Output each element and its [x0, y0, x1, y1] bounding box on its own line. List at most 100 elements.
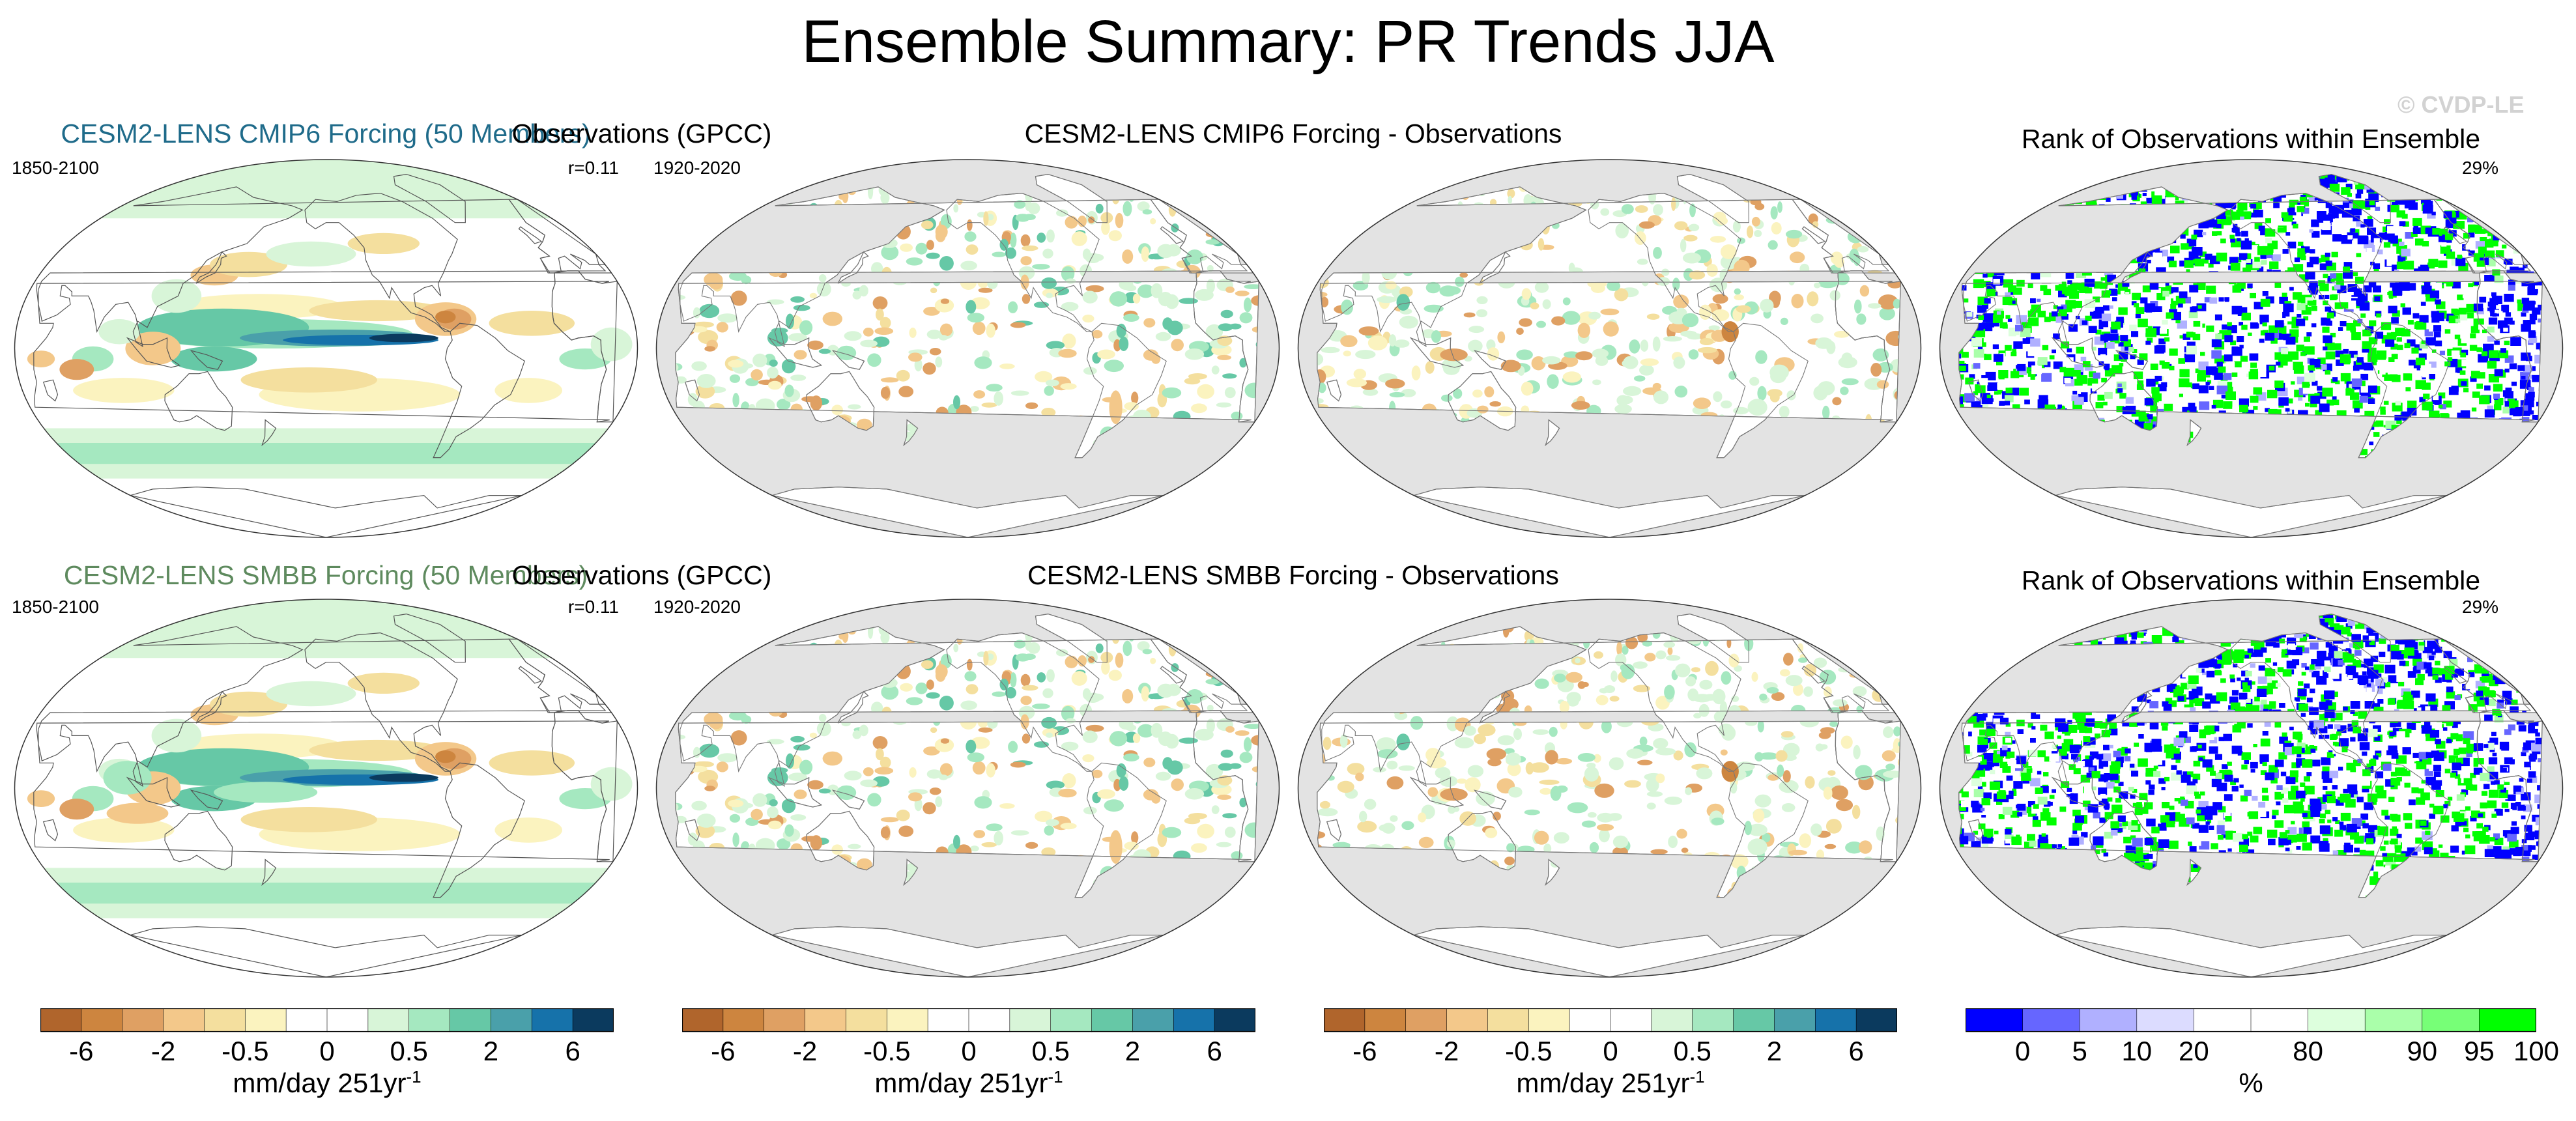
colorbar-tick: 0.5: [390, 1036, 428, 1066]
panel-title-r2c1: CESM2-LENS SMBB Forcing (50 Members): [63, 560, 588, 590]
colorbar-tick: 0: [319, 1036, 335, 1066]
panel-title-r1c1: CESM2-LENS CMIP6 Forcing (50 Members): [61, 119, 591, 149]
colorbar-tick: 2: [1766, 1036, 1782, 1066]
colorbar-swatch: [2422, 1008, 2480, 1032]
colorbar-swatch: [1569, 1008, 1611, 1032]
colorbar-tick: 0: [2014, 1036, 2031, 1066]
colorbar-tick: 6: [1848, 1036, 1864, 1066]
colorbar-swatch: [1214, 1008, 1255, 1032]
pct-label-r2c4: 29%: [2461, 597, 2498, 617]
colorbar-swatch: [367, 1008, 410, 1032]
colorbar-swatch: [1050, 1008, 1093, 1032]
colorbar-swatch: [491, 1008, 533, 1032]
colorbar-tick: -6: [1352, 1036, 1377, 1066]
colorbar-tick: -2: [150, 1036, 176, 1066]
figure-title: Ensemble Summary: PR Trends JJA: [801, 8, 1775, 75]
colorbar-rank: [1966, 1008, 2536, 1032]
colorbar-tick: 0.5: [1031, 1036, 1070, 1066]
colorbar-trend-2: [682, 1008, 1255, 1032]
colorbar-swatch: [1855, 1008, 1897, 1032]
colorbar-swatch: [846, 1008, 888, 1032]
colorbar-tick: 95: [2464, 1036, 2495, 1066]
map-obs-gpcc-r1: [655, 159, 1280, 538]
colorbar-tick: 2: [483, 1036, 499, 1066]
colorbar-swatch: [81, 1008, 123, 1032]
colorbar-tick: -2: [1434, 1036, 1459, 1066]
colorbar-swatch: [2022, 1008, 2080, 1032]
colorbar-swatch: [682, 1008, 724, 1032]
colorbar-tick: -0.5: [1505, 1036, 1553, 1066]
colorbar-label-2: mm/day 251yr-1: [874, 1067, 1063, 1098]
colorbar-swatch: [1528, 1008, 1570, 1032]
colorbar-swatch: [122, 1008, 164, 1032]
colorbar-swatch: [2479, 1008, 2536, 1032]
corr-label-r1c1: r=0.11: [567, 158, 619, 178]
colorbar-tick: 0: [1603, 1036, 1618, 1066]
colorbar-trend-3: [1324, 1008, 1897, 1032]
colorbar-tick: 0.5: [1673, 1036, 1711, 1066]
period-label-r1c1: 1850-2100: [12, 158, 99, 178]
colorbar-swatch: [2136, 1008, 2195, 1032]
colorbar-tick: 10: [2121, 1036, 2153, 1066]
colorbar-swatch: [163, 1008, 205, 1032]
colorbar-swatch: [1009, 1008, 1052, 1032]
map-cmip6-trend: [14, 159, 638, 538]
colorbar-swatch: [1405, 1008, 1448, 1032]
panel-title-r1c2: Observations (GPCC): [511, 119, 772, 149]
colorbar-swatch: [1132, 1008, 1175, 1032]
map-obs-gpcc-r2: [655, 599, 1280, 978]
colorbar-swatch: [326, 1008, 369, 1032]
corr-label-r2c1: r=0.11: [567, 597, 619, 617]
colorbar-swatch: [531, 1008, 573, 1032]
map-cmip6-minus-obs: [1297, 159, 1922, 538]
colorbar-swatch: [450, 1008, 492, 1032]
colorbar-swatch: [572, 1008, 614, 1032]
colorbar-swatch: [1446, 1008, 1489, 1032]
colorbar-swatch: [1324, 1008, 1366, 1032]
pct-label-r1c4: 29%: [2461, 158, 2498, 178]
colorbar-tick: 6: [1207, 1036, 1222, 1066]
period-label-r1c2: 1920-2020: [653, 158, 741, 178]
colorbar-swatch: [1774, 1008, 1816, 1032]
panel-title-r1c4: Rank of Observations within Ensemble: [2021, 124, 2481, 154]
colorbar-swatch: [285, 1008, 328, 1032]
colorbar-swatch: [2308, 1008, 2366, 1032]
colorbar-tick: 20: [2179, 1036, 2209, 1066]
map-rank-r2: [1939, 599, 2564, 978]
colorbar-swatch: [1173, 1008, 1215, 1032]
colorbar-tick: -0.5: [863, 1036, 911, 1066]
panel-title-r1c3: CESM2-LENS CMIP6 Forcing - Observations: [1024, 119, 1562, 149]
colorbar-tick: 90: [2407, 1036, 2438, 1066]
colorbar-tick: -6: [69, 1036, 94, 1066]
colorbar-label-1: mm/day 251yr-1: [233, 1067, 422, 1098]
colorbar-swatch: [805, 1008, 847, 1032]
colorbar-swatch: [723, 1008, 765, 1032]
colorbar-swatch: [2250, 1008, 2309, 1032]
colorbar-swatch: [40, 1008, 82, 1032]
colorbar-tick: -0.5: [222, 1036, 269, 1066]
colorbar-swatch: [927, 1008, 969, 1032]
colorbar-tick: 2: [1124, 1036, 1141, 1066]
colorbar-swatch: [1692, 1008, 1734, 1032]
colorbar-swatch: [968, 1008, 1010, 1032]
colorbar-swatch: [1364, 1008, 1407, 1032]
panel-title-r2c2: Observations (GPCC): [511, 560, 772, 590]
colorbar-swatch: [2079, 1008, 2138, 1032]
panel-title-r2c3: CESM2-LENS SMBB Forcing - Observations: [1027, 560, 1559, 590]
colorbar-swatch: [764, 1008, 806, 1032]
period-label-r2c2: 1920-2020: [653, 597, 741, 617]
colorbar-tick: 5: [2072, 1036, 2087, 1066]
colorbar-swatch: [1610, 1008, 1652, 1032]
colorbar-swatch: [204, 1008, 246, 1032]
colorbar-tick: -2: [792, 1036, 818, 1066]
colorbar-label-3: mm/day 251yr-1: [1516, 1067, 1705, 1098]
map-smbb-trend: [14, 599, 638, 978]
colorbar-swatch: [1487, 1008, 1530, 1032]
colorbar-swatch: [2194, 1008, 2252, 1032]
colorbar-swatch: [1966, 1008, 2024, 1032]
colorbar-tick: 100: [2513, 1036, 2560, 1066]
colorbar-swatch: [408, 1008, 451, 1032]
period-label-r2c1: 1850-2100: [12, 597, 99, 617]
colorbar-tick: 0: [961, 1036, 977, 1066]
colorbar-label-4: %: [2239, 1068, 2263, 1098]
